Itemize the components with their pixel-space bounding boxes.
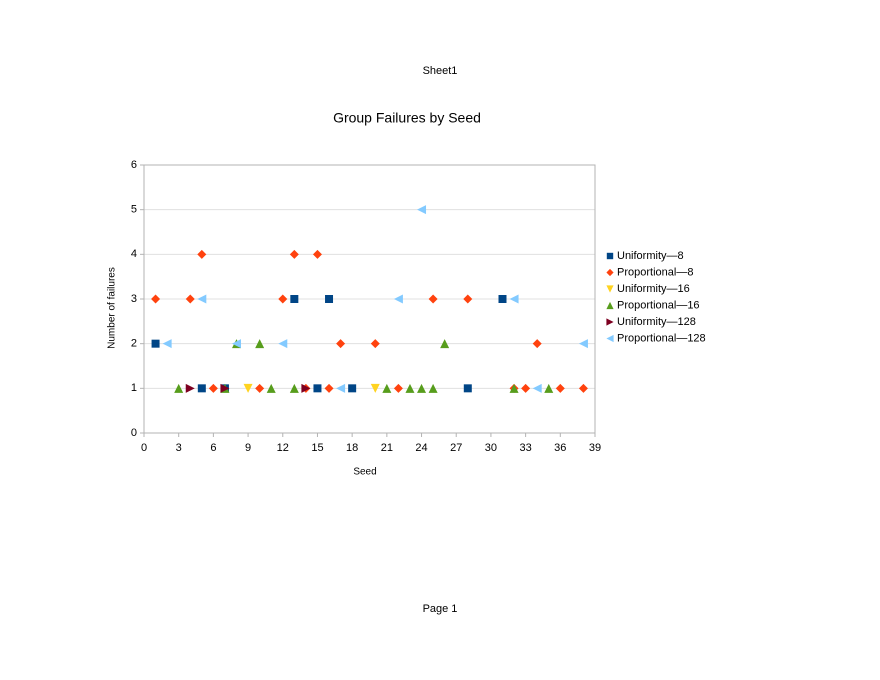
point: [174, 383, 184, 393]
point: [428, 294, 438, 304]
y-tick-label: 2: [131, 338, 137, 350]
point: [197, 249, 207, 259]
legend-marker: [606, 334, 614, 343]
point: [417, 383, 427, 393]
point: [336, 339, 346, 349]
point: [578, 339, 588, 349]
chart-title: Group Failures by Seed: [333, 110, 481, 126]
point: [278, 339, 288, 349]
legend-label: Proportional—16: [617, 299, 700, 311]
x-tick-label: 30: [485, 442, 497, 454]
point: [232, 339, 242, 349]
x-axis-title: Seed: [353, 467, 376, 478]
y-tick-label: 6: [131, 159, 137, 171]
point: [382, 383, 392, 393]
point: [289, 383, 299, 393]
point: [509, 383, 519, 393]
x-tick-label: 27: [450, 442, 462, 454]
point: [185, 294, 195, 304]
point: [498, 295, 507, 303]
point: [151, 339, 160, 348]
point: [255, 339, 265, 349]
point: [243, 383, 253, 393]
point: [289, 249, 299, 259]
point: [370, 339, 380, 349]
legend-label: Proportional—128: [617, 332, 706, 344]
point: [220, 383, 230, 393]
legend-marker: [606, 252, 614, 260]
point: [151, 294, 161, 304]
x-tick-label: 3: [176, 442, 182, 454]
x-tick-label: 21: [381, 442, 393, 454]
point: [278, 294, 288, 304]
point: [255, 383, 265, 393]
point: [393, 294, 403, 304]
x-tick-label: 0: [141, 442, 147, 454]
point: [185, 383, 195, 393]
point: [440, 339, 450, 349]
point: [313, 384, 322, 393]
point: [301, 383, 311, 393]
point: [532, 383, 542, 393]
point: [509, 294, 519, 304]
point: [290, 295, 299, 303]
point: [417, 205, 427, 215]
point: [197, 294, 207, 304]
y-axis-title: Number of failures: [107, 267, 118, 349]
point: [405, 383, 415, 393]
y-tick-label: 4: [131, 248, 137, 260]
point: [325, 295, 334, 303]
page-header: Sheet1: [423, 65, 458, 77]
y-tick-label: 3: [131, 293, 137, 305]
point: [393, 383, 403, 393]
x-tick-label: 15: [311, 442, 323, 454]
point: [428, 383, 438, 393]
legend-marker: [606, 285, 614, 293]
legend-marker: [606, 318, 614, 326]
y-tick-label: 5: [131, 204, 137, 216]
y-tick-label: 1: [131, 382, 137, 394]
legend-label: Uniformity—128: [617, 316, 696, 328]
point: [197, 384, 206, 393]
point: [544, 383, 554, 393]
legend-marker: [606, 301, 614, 310]
x-tick-label: 33: [519, 442, 531, 454]
legend-label: Proportional—8: [617, 266, 693, 278]
point: [324, 383, 334, 393]
point: [208, 383, 218, 393]
point: [555, 383, 565, 393]
y-tick-label: 0: [131, 427, 137, 439]
point: [312, 249, 322, 259]
x-tick-label: 6: [210, 442, 216, 454]
point: [266, 383, 276, 393]
page-footer: Page 1: [423, 603, 458, 615]
x-tick-label: 24: [415, 442, 427, 454]
point: [532, 339, 542, 349]
point: [578, 383, 588, 393]
x-tick-label: 12: [277, 442, 289, 454]
x-tick-label: 18: [346, 442, 358, 454]
point: [348, 384, 357, 393]
point: [463, 294, 473, 304]
point: [463, 384, 472, 393]
x-tick-label: 9: [245, 442, 251, 454]
legend-label: Uniformity—16: [617, 283, 690, 295]
point: [162, 339, 172, 349]
x-tick-label: 36: [554, 442, 566, 454]
point: [336, 383, 346, 393]
point: [521, 383, 531, 393]
plot-frame: [143, 164, 596, 434]
point: [370, 383, 380, 393]
legend-label: Uniformity—8: [617, 250, 684, 262]
legend-marker: [606, 268, 614, 277]
x-tick-label: 39: [589, 442, 601, 454]
